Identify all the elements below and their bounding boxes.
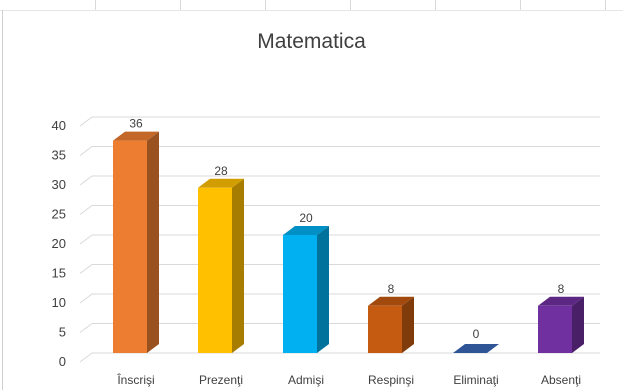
bar	[453, 344, 499, 353]
bar-top	[368, 296, 414, 306]
data-label: 8	[388, 282, 395, 296]
bar	[113, 140, 147, 353]
bar	[198, 187, 232, 353]
x-tick-label: Eliminaţi	[453, 373, 498, 387]
sheet-gridline	[350, 0, 351, 10]
bar-top	[113, 131, 159, 141]
sheet-gridline	[0, 10, 623, 11]
y-tick-label: 25	[52, 207, 66, 222]
bar	[368, 305, 402, 353]
sheet-gridline	[265, 0, 266, 10]
sheet-gridline	[435, 0, 436, 10]
data-label: 28	[214, 164, 228, 178]
bar-top	[538, 296, 584, 306]
bar-side	[572, 296, 584, 353]
gridline	[79, 146, 600, 156]
sheet-gridline	[180, 0, 181, 10]
data-label: 36	[129, 117, 143, 131]
bar	[283, 235, 317, 353]
y-tick-label: 35	[52, 148, 66, 163]
data-label: 20	[299, 211, 313, 225]
gridline	[79, 234, 600, 245]
y-tick-label: 10	[52, 295, 66, 310]
x-tick-label: Admişi	[288, 373, 324, 387]
bar-side	[402, 296, 414, 353]
y-tick-label: 0	[59, 354, 66, 369]
y-tick-label: 5	[59, 325, 66, 340]
bar-side	[147, 131, 159, 353]
data-label: 0	[473, 327, 480, 341]
bar-top	[283, 226, 329, 235]
gridline	[79, 175, 600, 186]
y-tick-label: 40	[52, 118, 66, 133]
gridline	[79, 323, 600, 333]
gridline	[79, 264, 600, 274]
data-label: 8	[558, 282, 565, 296]
bar-top	[198, 178, 244, 188]
bar-side	[232, 178, 244, 353]
x-tick-label: Respinşi	[368, 373, 414, 387]
x-tick-label: Absenţi	[541, 373, 581, 387]
gridline	[79, 293, 600, 304]
sheet-gridline	[520, 0, 521, 10]
chart-title: Matematica	[257, 30, 366, 53]
sheet-gridline	[95, 0, 96, 10]
sheet-gridline	[605, 0, 606, 10]
gridline	[79, 205, 600, 215]
sheet-edge	[2, 10, 3, 390]
y-tick-label: 15	[52, 266, 66, 281]
gridline	[79, 352, 600, 363]
x-tick-label: Prezenţi	[199, 373, 243, 387]
y-tick-label: 30	[52, 177, 66, 192]
bar	[538, 305, 572, 353]
bar-side	[317, 226, 329, 353]
y-tick-label: 20	[52, 236, 66, 251]
gridline	[79, 116, 600, 127]
x-tick-label: Înscrişi	[116, 372, 154, 387]
